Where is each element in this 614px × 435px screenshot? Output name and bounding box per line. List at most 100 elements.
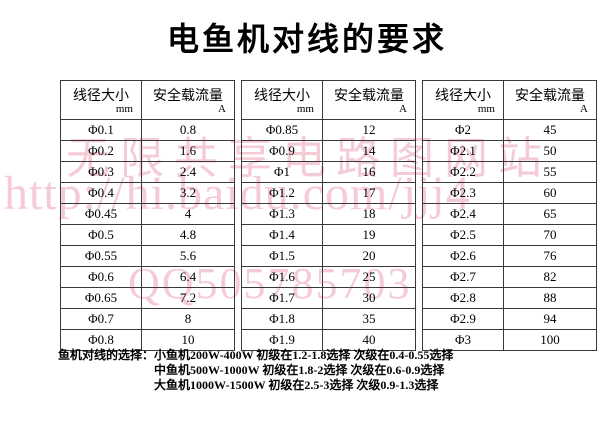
cell-capacity: 25: [322, 266, 416, 288]
table-row: Φ1.5 20: [241, 245, 416, 267]
cell-capacity: 40: [322, 329, 416, 351]
capacity-unit-label: A: [580, 103, 588, 115]
table-row: Φ1.7 30: [241, 287, 416, 309]
table-header-row: 线径大小 mm 安全载流量 A: [60, 80, 235, 120]
table-row: Φ1.3 18: [241, 203, 416, 225]
capacity-header-label: 安全载流量: [153, 89, 223, 104]
cell-diameter: Φ2.8: [422, 287, 504, 309]
table-row: Φ1.8 35: [241, 308, 416, 330]
cell-diameter: Φ1.6: [241, 266, 323, 288]
cell-diameter: Φ1.4: [241, 224, 323, 246]
capacity-unit-label: A: [218, 103, 226, 115]
table-row: Φ2.3 60: [422, 182, 597, 204]
cell-diameter: Φ0.8: [60, 329, 142, 351]
cell-capacity: 45: [503, 119, 597, 141]
cell-capacity: 0.8: [141, 119, 235, 141]
cell-diameter: Φ2.9: [422, 308, 504, 330]
table-row: Φ1 16: [241, 161, 416, 183]
cell-capacity: 14: [322, 140, 416, 162]
cell-capacity: 82: [503, 266, 597, 288]
table-row: Φ0.1 0.8: [60, 119, 235, 141]
diameter-header-cell: 线径大小 mm: [60, 80, 142, 120]
page-title: 电鱼机对线的要求: [166, 21, 447, 57]
cell-diameter: Φ0.1: [60, 119, 142, 141]
table-row: Φ2.5 70: [422, 224, 597, 246]
wire-tables-container: 线径大小 mm 安全载流量 A Φ0.1 0.8 Φ0.2 1.6 Φ0.3 2.4 Φ0.…: [60, 80, 597, 351]
table-row: Φ0.55 5.6: [60, 245, 235, 267]
table-row: Φ2.2 55: [422, 161, 597, 183]
table-header-row: 线径大小 mm 安全载流量 A: [241, 80, 416, 120]
cell-capacity: 4: [141, 203, 235, 225]
cell-diameter: Φ1.8: [241, 308, 323, 330]
cell-diameter: Φ2.3: [422, 182, 504, 204]
table-row: Φ1.6 25: [241, 266, 416, 288]
cell-diameter: Φ0.65: [60, 287, 142, 309]
cell-capacity: 19: [322, 224, 416, 246]
capacity-unit-label: A: [399, 103, 407, 115]
cell-capacity: 7.2: [141, 287, 235, 309]
table-row: Φ0.65 7.2: [60, 287, 235, 309]
cell-diameter: Φ0.4: [60, 182, 142, 204]
diameter-header-label: 线径大小: [254, 89, 310, 104]
capacity-header-label: 安全载流量: [334, 89, 404, 104]
cell-diameter: Φ0.5: [60, 224, 142, 246]
cell-capacity: 76: [503, 245, 597, 267]
cell-diameter: Φ1.3: [241, 203, 323, 225]
cell-diameter: Φ2.1: [422, 140, 504, 162]
cell-capacity: 100: [503, 329, 597, 351]
selection-guide-lines: 小鱼机200W-400W 初级在1.2-1.8选择 次级在0.4-0.55选择 …: [154, 348, 453, 393]
cell-capacity: 50: [503, 140, 597, 162]
cell-diameter: Φ2.5: [422, 224, 504, 246]
cell-diameter: Φ1: [241, 161, 323, 183]
cell-diameter: Φ0.7: [60, 308, 142, 330]
cell-capacity: 2.4: [141, 161, 235, 183]
cell-capacity: 10: [141, 329, 235, 351]
cell-capacity: 30: [322, 287, 416, 309]
cell-diameter: Φ2.4: [422, 203, 504, 225]
table-row: Φ2.8 88: [422, 287, 597, 309]
cell-capacity: 20: [322, 245, 416, 267]
cell-diameter: Φ0.6: [60, 266, 142, 288]
wire-table-large: 线径大小 mm 安全载流量 A Φ2 45 Φ2.1 50 Φ2.2 55 Φ2.3 60 Φ2…: [422, 80, 597, 351]
cell-diameter: Φ2.7: [422, 266, 504, 288]
diameter-header-label: 线径大小: [435, 89, 491, 104]
cell-capacity: 3.2: [141, 182, 235, 204]
cell-capacity: 60: [503, 182, 597, 204]
table-row: Φ3 100: [422, 329, 597, 351]
cell-capacity: 8: [141, 308, 235, 330]
table-row: Φ1.9 40: [241, 329, 416, 351]
table-row: Φ2.4 65: [422, 203, 597, 225]
table-row: Φ0.5 4.8: [60, 224, 235, 246]
cell-diameter: Φ3: [422, 329, 504, 351]
wire-table-small: 线径大小 mm 安全载流量 A Φ0.1 0.8 Φ0.2 1.6 Φ0.3 2.4 Φ0.…: [60, 80, 235, 351]
diameter-header-cell: 线径大小 mm: [422, 80, 504, 120]
diameter-unit-label: mm: [115, 103, 133, 115]
cell-diameter: Φ2.6: [422, 245, 504, 267]
table-row: Φ0.3 2.4: [60, 161, 235, 183]
capacity-header-cell: 安全载流量 A: [503, 80, 597, 120]
cell-capacity: 65: [503, 203, 597, 225]
table-row: Φ0.45 4: [60, 203, 235, 225]
table-row: Φ1.2 17: [241, 182, 416, 204]
selection-guide-label: 鱼机对线的选择：: [58, 348, 155, 362]
selection-guide-line-small: 小鱼机200W-400W 初级在1.2-1.8选择 次级在0.4-0.55选择: [154, 348, 454, 362]
cell-diameter: Φ0.45: [60, 203, 142, 225]
table-header-row: 线径大小 mm 安全载流量 A: [422, 80, 597, 120]
diameter-unit-label: mm: [477, 103, 495, 115]
cell-capacity: 94: [503, 308, 597, 330]
cell-capacity: 70: [503, 224, 597, 246]
cell-diameter: Φ2.2: [422, 161, 504, 183]
cell-capacity: 17: [322, 182, 416, 204]
table-row: Φ0.9 14: [241, 140, 416, 162]
cell-diameter: Φ0.85: [241, 119, 323, 141]
cell-diameter: Φ0.3: [60, 161, 142, 183]
table-row: Φ2.1 50: [422, 140, 597, 162]
cell-diameter: Φ0.2: [60, 140, 142, 162]
cell-capacity: 18: [322, 203, 416, 225]
cell-diameter: Φ0.55: [60, 245, 142, 267]
cell-capacity: 16: [322, 161, 416, 183]
capacity-header-cell: 安全载流量 A: [141, 80, 235, 120]
cell-capacity: 55: [503, 161, 597, 183]
table-row: Φ0.85 12: [241, 119, 416, 141]
